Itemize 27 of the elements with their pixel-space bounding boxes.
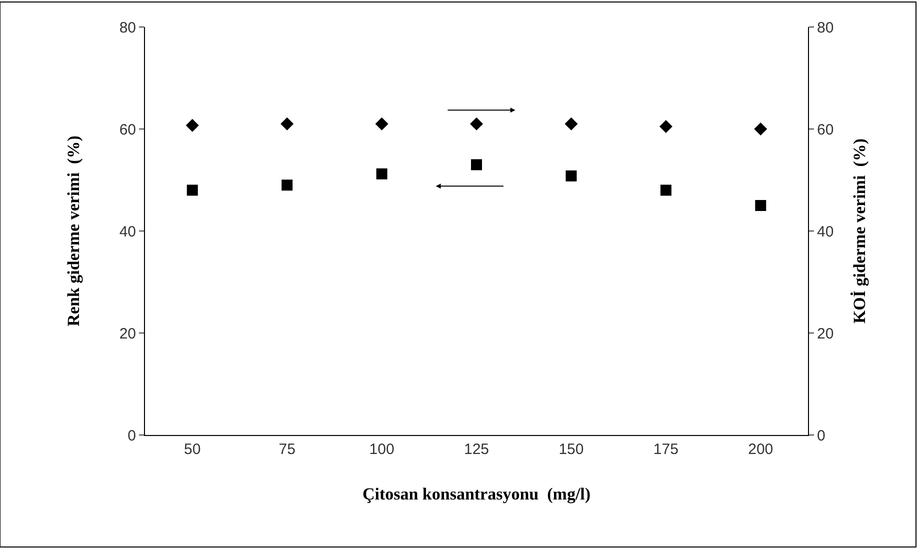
x-tick-label: 125: [464, 441, 490, 458]
x-tick-label: 200: [748, 441, 774, 458]
y2-tick-label: 40: [817, 223, 834, 240]
point: [282, 180, 293, 191]
y-tick-label: 60: [119, 121, 136, 138]
y2-tick-label: 20: [817, 325, 834, 342]
y2-tick-label: 0: [817, 427, 826, 444]
point: [566, 170, 577, 182]
y2-tick-label: 80: [817, 19, 834, 36]
y-tick-label: 80: [119, 19, 136, 36]
x-tick-label: 150: [558, 441, 584, 458]
y-axis-title: Renk giderme verimi (%): [64, 136, 83, 326]
x-tick-label: 50: [184, 441, 201, 458]
point: [471, 159, 482, 170]
x-axis-title: Çitosan konsantrasyonu (mg/l): [362, 484, 591, 504]
point: [660, 184, 672, 196]
x-tick-label: 100: [369, 441, 394, 458]
x-tick-label: 175: [653, 441, 678, 458]
y2-tick-label: 60: [817, 121, 834, 138]
y2-axis-title: KOİ giderme verimi (%): [850, 138, 870, 324]
x-tick-label: 75: [278, 441, 296, 458]
y-tick-label: 40: [119, 223, 136, 240]
point: [376, 168, 388, 180]
point: [755, 200, 766, 211]
y-tick-label: 0: [128, 427, 136, 444]
y-tick-label: 20: [119, 325, 136, 342]
point: [186, 184, 198, 196]
